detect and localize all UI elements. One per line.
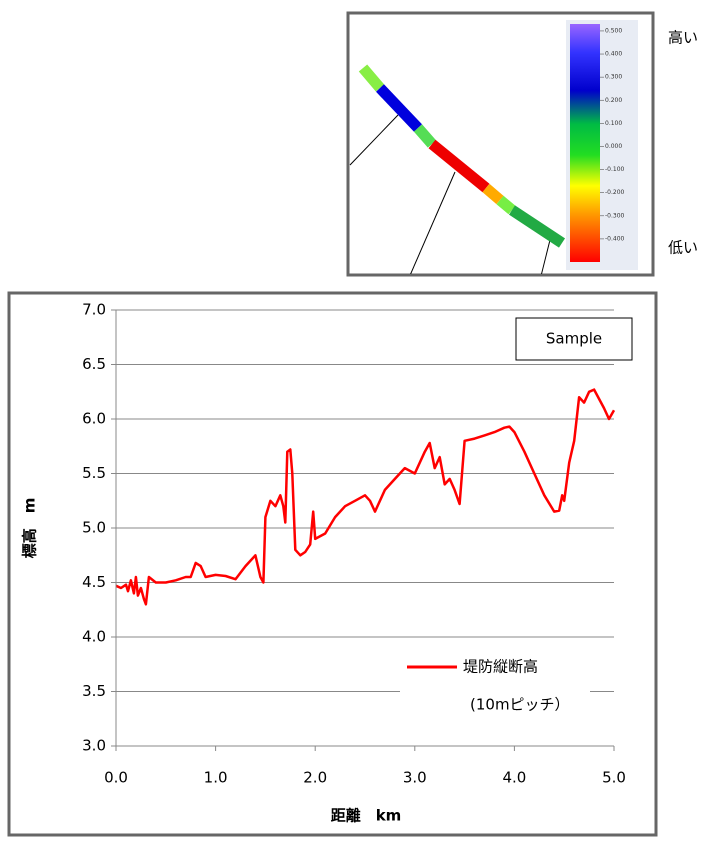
colorbar-tick-label: 0.400 (605, 51, 622, 58)
legend-note: (10mピッチ） (470, 696, 570, 714)
legend-label: 堤防縦断高 (463, 658, 538, 676)
y-tick-label: 4.0 (82, 628, 106, 646)
x-tick-label: 0.0 (104, 769, 128, 787)
colorbar (570, 24, 600, 262)
colorbar-tick-label: -0.200 (605, 189, 625, 196)
legend-box (515, 317, 633, 361)
y-tick-label: 5.0 (82, 519, 106, 537)
colorbar-tick-label: 0.200 (605, 97, 622, 104)
y-tick-label: 3.5 (82, 682, 106, 700)
y-tick-label: 3.0 (82, 737, 106, 755)
y-tick-label: 6.5 (82, 355, 106, 373)
x-tick-label: 2.0 (303, 769, 327, 787)
x-tick-label: 3.0 (403, 769, 427, 787)
colorbar-high: 高い (668, 29, 698, 47)
x-axis-label: 距離 km (331, 807, 402, 825)
x-tick-label: 4.0 (502, 769, 526, 787)
inset-map (349, 64, 566, 274)
data-line (115, 388, 616, 606)
colorbar-tick-label: -0.100 (605, 166, 625, 173)
y-tick-label: 4.5 (82, 573, 106, 591)
y-axis-label: 標高 m (21, 498, 39, 559)
chart-frame (7, 291, 658, 837)
x-tick-label: 1.0 (204, 769, 228, 787)
colorbar-tick-label: -0.300 (605, 212, 625, 219)
colorbar-tick-label: 0.100 (605, 120, 622, 127)
colorbar-tick-label: -0.400 (605, 235, 625, 242)
y-tick-label: 6.0 (82, 410, 106, 428)
x-tick-label: 5.0 (602, 769, 626, 787)
colorbar-low: 低い (668, 239, 698, 257)
y-tick-label: 5.5 (82, 464, 106, 482)
legend-box-text: Sample (546, 330, 602, 348)
y-tick-label: 7.0 (82, 301, 106, 319)
colorbar-tick-label: 0.000 (605, 143, 622, 150)
legend (400, 650, 590, 722)
colorbar-tick-label: 0.500 (605, 27, 622, 34)
colorbar-tick-label: 0.300 (605, 74, 622, 81)
